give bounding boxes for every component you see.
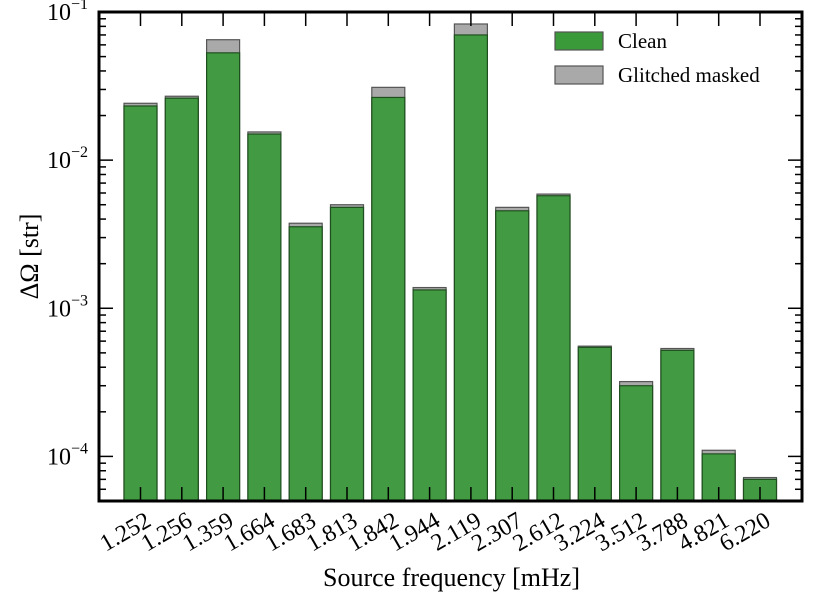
legend-label: Clean: [618, 29, 667, 53]
bar-clean-3.788: [660, 349, 695, 502]
bar-clean-1.842: [371, 96, 406, 502]
y-tick-label: 10−2: [47, 144, 88, 174]
bar-clean-2.307: [495, 210, 530, 502]
legend-swatch-glitched-masked: [554, 65, 604, 85]
bar-clean-3.512: [618, 385, 654, 502]
bar-clean-1.664: [247, 133, 282, 502]
bars-group: [123, 23, 778, 502]
bar-clean-3.224: [577, 346, 612, 502]
y-tick-label: 10−3: [47, 292, 88, 322]
plot-frame: [97, 10, 804, 503]
bar-clean-1.944: [412, 289, 447, 502]
y-tick-label: 10−4: [47, 440, 88, 470]
bar-clean-1.359: [206, 52, 241, 502]
x-axis-label: Source frequency [mHz]: [323, 563, 580, 592]
bar-clean-1.256: [164, 97, 199, 502]
legend-label: Glitched masked: [618, 63, 760, 87]
legend: Clean Glitched masked: [554, 29, 760, 87]
y-axis-label: ΔΩ [str]: [15, 214, 44, 300]
legend-swatch-clean: [554, 31, 604, 51]
bar-clean-1.252: [123, 105, 158, 502]
bar-clean-2.119: [453, 34, 488, 502]
bar-clean-2.612: [536, 195, 571, 502]
y-tick-label: 10−1: [47, 0, 88, 26]
y-axis-ticks: 10−4 10−3 10−2 10−1: [47, 0, 802, 502]
bar-clean-1.683: [288, 226, 323, 502]
bar-clean-1.813: [329, 206, 365, 502]
